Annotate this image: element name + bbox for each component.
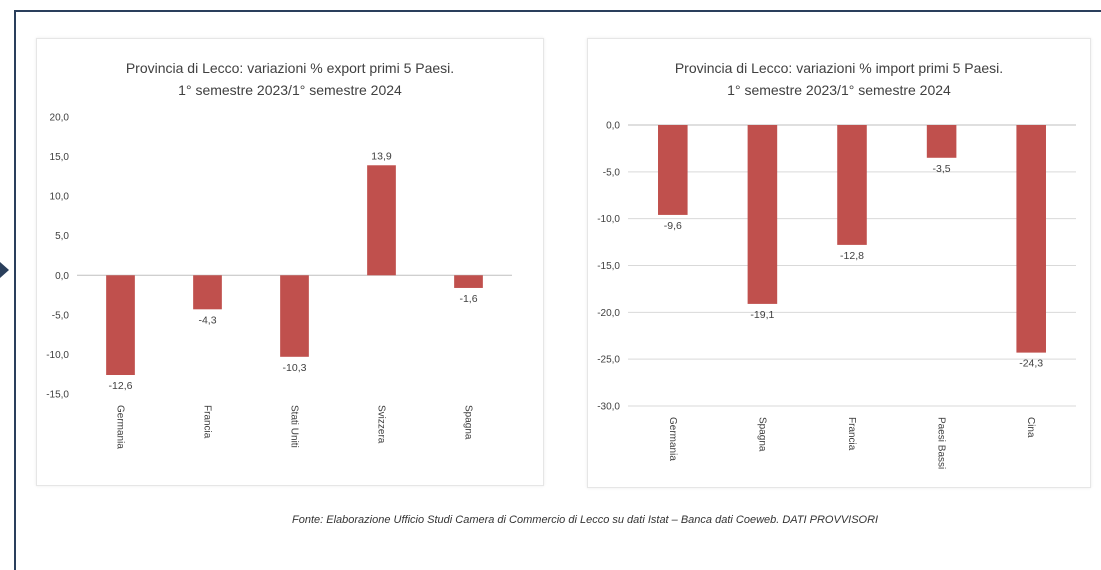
data-label: -4,3	[198, 314, 216, 326]
import-title-line2: 1° semestre 2023/1° semestre 2024	[727, 82, 951, 98]
y-tick-label: -5,0	[603, 167, 621, 178]
export-title-line2: 1° semestre 2023/1° semestre 2024	[178, 82, 402, 98]
y-tick-label: 0,0	[55, 271, 69, 282]
source-note: Fonte: Elaborazione Ufficio Studi Camera…	[292, 514, 879, 526]
y-tick-label: 5,0	[55, 231, 69, 242]
bar	[747, 125, 778, 304]
bar	[837, 125, 867, 245]
export-bar-chart: 20,0 15,0 10,0 5,0 0,0 -5,0 -10,0 -15,0 -12,6 Ger…	[46, 113, 512, 449]
y-tick-label: 10,0	[50, 192, 70, 203]
import-chart-title: Provincia di Lecco: variazioni % import …	[588, 57, 1090, 101]
export-title-line1: Provincia di Lecco: variazioni % export …	[125, 60, 455, 76]
category-label: Spagna	[463, 405, 474, 440]
category-label: Cina	[1025, 417, 1036, 438]
category-label: Paesi Bassi	[936, 417, 947, 469]
category-label: Germania	[115, 405, 126, 449]
data-label: -9,6	[664, 220, 682, 232]
bar	[193, 275, 222, 310]
y-tick-label: -15,0	[597, 261, 620, 272]
bar	[280, 275, 309, 357]
y-tick-label: -5,0	[52, 310, 70, 321]
category-label: Francia	[202, 405, 213, 439]
data-label: -12,6	[109, 380, 133, 392]
y-tick-label: 15,0	[50, 152, 70, 163]
bar	[106, 275, 135, 376]
category-label: Svizzera	[376, 405, 387, 444]
y-tick-label: -15,0	[46, 390, 69, 401]
bar	[1016, 125, 1046, 353]
import-title-line1: Provincia di Lecco: variazioni % import …	[674, 60, 1004, 76]
y-tick-label: -10,0	[597, 214, 620, 225]
data-label: -24,3	[1019, 358, 1043, 370]
y-tick-label: 0,0	[606, 121, 620, 132]
y-tick-label: -20,0	[597, 308, 620, 319]
category-label: Francia	[846, 417, 857, 451]
export-chart-title: Provincia di Lecco: variazioni % export …	[37, 57, 543, 101]
data-label: -3,5	[933, 163, 951, 175]
category-label: Stati Uniti	[289, 405, 300, 448]
bar	[926, 125, 957, 158]
y-tick-label: -10,0	[46, 350, 69, 361]
y-tick-label: 20,0	[50, 113, 70, 124]
import-bar-chart: 0,0 -5,0 -10,0 -15,0 -20,0 -25,0 -30,0 -9,6 Germ…	[597, 121, 1076, 469]
y-tick-label: -30,0	[597, 402, 620, 413]
data-label: -12,8	[840, 250, 864, 262]
data-label: 13,9	[371, 150, 392, 162]
slide-frame	[14, 10, 1101, 570]
bar	[658, 125, 688, 215]
arrow-marker-icon	[0, 262, 9, 278]
data-label: -10,3	[283, 362, 307, 374]
import-chart-panel: Provincia di Lecco: variazioni % import …	[587, 38, 1091, 488]
category-label: Spagna	[756, 417, 767, 452]
bar	[454, 275, 483, 288]
data-label: -19,1	[750, 309, 774, 321]
bar	[367, 165, 396, 276]
export-chart-panel: Provincia di Lecco: variazioni % export …	[36, 38, 544, 486]
category-label: Germania	[667, 417, 678, 461]
data-label: -1,6	[459, 293, 477, 305]
y-tick-label: -25,0	[597, 355, 620, 366]
